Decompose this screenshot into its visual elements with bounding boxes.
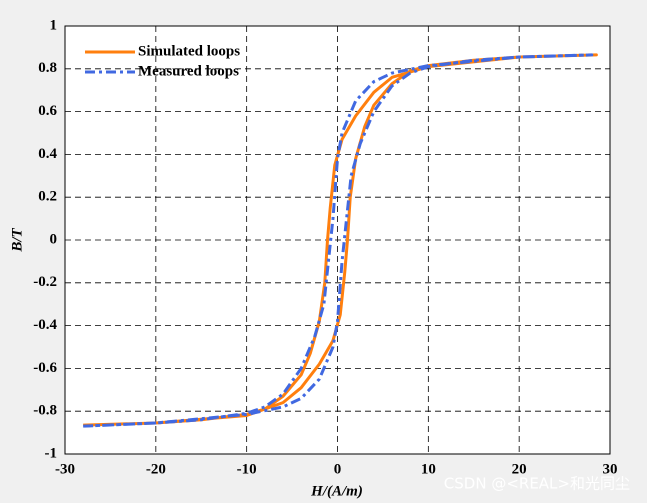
- lines: [83, 53, 598, 428]
- legend-label: Simulated loops: [138, 43, 240, 59]
- watermark: CSDN @<REAL>和光同尘: [444, 475, 630, 493]
- y-tick-label: 0.4: [38, 146, 57, 162]
- y-tick-label: -1: [45, 445, 58, 461]
- y-tick-label: -0.4: [33, 317, 57, 333]
- y-tick-label: 0: [50, 231, 58, 247]
- x-tick-label: 0: [334, 461, 342, 477]
- series-line: [83, 53, 594, 428]
- x-tick-label: -30: [55, 461, 75, 477]
- plot-frame: [64, 25, 611, 455]
- x-tick-label: -10: [237, 461, 257, 477]
- y-tick-label: 0.8: [38, 60, 57, 76]
- y-tick-label: 0.2: [38, 189, 57, 205]
- y-tick-label: -0.8: [33, 403, 57, 419]
- x-tick-label: -20: [146, 461, 166, 477]
- y-tick-label: 0.6: [38, 103, 57, 119]
- x-tick-label: 20: [512, 461, 527, 477]
- legend-label: Measured loops: [138, 63, 239, 79]
- x-tick-label: 30: [603, 461, 618, 477]
- x-axis-label: H/(A/m): [310, 483, 363, 499]
- y-tick-label: -0.2: [33, 274, 57, 290]
- x-tick-label: 10: [421, 461, 436, 477]
- y-tick-label: 1: [50, 17, 58, 33]
- y-axis-label: B/T: [9, 227, 25, 252]
- y-tick-label: -0.6: [33, 360, 57, 376]
